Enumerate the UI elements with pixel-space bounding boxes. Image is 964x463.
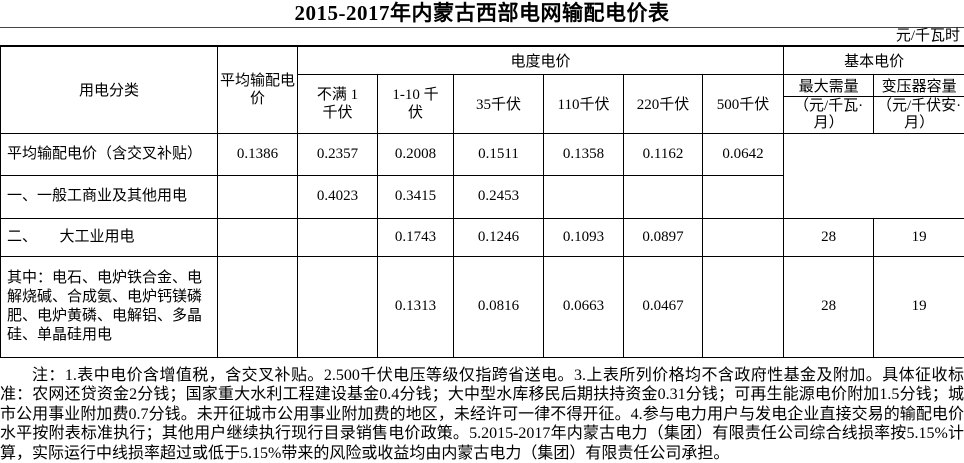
- table-cell-transformer: 19: [874, 256, 964, 357]
- table-cell: [218, 175, 298, 218]
- table-cell: [218, 218, 298, 256]
- table-row-average-price: 平均输配电价（含交叉补贴） 0.1386 0.2357 0.2008 0.151…: [1, 133, 964, 175]
- col-header-500kv: 500千伏: [703, 74, 784, 133]
- table-cell: 0.1246: [454, 218, 544, 256]
- table-cell: 0.1313: [378, 256, 454, 357]
- col-header-basic-price: 基本电价: [784, 46, 964, 74]
- table-cell: 0.4023: [298, 175, 378, 218]
- table-cell: [624, 175, 703, 218]
- table-cell: [703, 218, 784, 256]
- table-cell: 0.1511: [454, 133, 544, 175]
- table-cell: 0.1162: [624, 133, 703, 175]
- table-row-special-industries: 其中：电石、电炉铁合金、电解烧碱、合成氨、电炉钙镁磷肥、电炉黄磷、电解铝、多晶硅…: [1, 256, 964, 357]
- table-cell-transformer: 19: [874, 218, 964, 256]
- table-cell: [703, 256, 784, 357]
- table-cell-max-demand: 28: [784, 256, 874, 357]
- col-header-35kv: 35千伏: [454, 74, 544, 133]
- table-cell: 0.3415: [378, 175, 454, 218]
- table-cell: 0.0467: [624, 256, 703, 357]
- page-title: 2015-2017年内蒙古西部电网输配电价表: [0, 0, 964, 27]
- table-cell: [703, 175, 784, 218]
- col-header-under-1kv: 不满 1 千伏: [298, 74, 378, 133]
- unit-label: 元/千瓦时: [896, 28, 960, 44]
- header-row-1: 用电分类 平均输配电 价 电度电价 基本电价: [1, 46, 964, 74]
- table-cell: [218, 256, 298, 357]
- table-cell: 0.1743: [378, 218, 454, 256]
- table-cell: [544, 175, 624, 218]
- table-row-large-industry: 二、 大工业用电 0.1743 0.1246 0.1093 0.0897 28 …: [1, 218, 964, 256]
- col-header-category: 用电分类: [1, 46, 218, 133]
- notes-paragraph: 注：1.表中电价含增值税，含交叉补贴。2.500千伏电压等级仅指跨省送电。3.上…: [0, 366, 964, 463]
- table-cell: 0.1386: [218, 133, 298, 175]
- col-header-220kv: 220千伏: [624, 74, 703, 133]
- table-cell: 0.1093: [544, 218, 624, 256]
- col-header-transformer-capacity: 变压器容量: [874, 74, 964, 96]
- row-category: 二、 大工业用电: [1, 218, 218, 256]
- table-cell: [298, 218, 378, 256]
- table-cell: 0.2453: [454, 175, 544, 218]
- col-header-max-demand-unit: （元/千瓦· 月）: [784, 96, 874, 133]
- row-category: 其中：电石、电炉铁合金、电解烧碱、合成氨、电炉钙镁磷肥、电炉黄磷、电解铝、多晶硅…: [1, 256, 218, 357]
- col-header-110kv: 110千伏: [544, 74, 624, 133]
- col-header-max-demand: 最大需量: [784, 74, 874, 96]
- price-table: 用电分类 平均输配电 价 电度电价 基本电价 不满 1 千伏 1-10 千 伏 …: [0, 45, 964, 358]
- table-cell: 0.0816: [454, 256, 544, 357]
- unit-label-row: 元/千瓦时: [0, 27, 964, 45]
- row-category: 平均输配电价（含交叉补贴）: [1, 133, 218, 175]
- table-cell: 0.2008: [378, 133, 454, 175]
- col-header-energy-price: 电度电价: [298, 46, 784, 74]
- row-category: 一、一般工商业及其他用电: [1, 175, 218, 218]
- col-header-transformer-unit: （元/千伏安· 月）: [874, 96, 964, 133]
- table-cell: 0.2357: [298, 133, 378, 175]
- col-header-1-10kv: 1-10 千 伏: [378, 74, 454, 133]
- cell-basic-price-merged-blank: [784, 133, 964, 218]
- table-cell: 0.0663: [544, 256, 624, 357]
- table-cell: 0.0897: [624, 218, 703, 256]
- table-cell: 0.1358: [544, 133, 624, 175]
- table-cell: 0.0642: [703, 133, 784, 175]
- table-cell: [298, 256, 378, 357]
- table-cell-max-demand: 28: [784, 218, 874, 256]
- col-header-avg-price: 平均输配电 价: [218, 46, 298, 133]
